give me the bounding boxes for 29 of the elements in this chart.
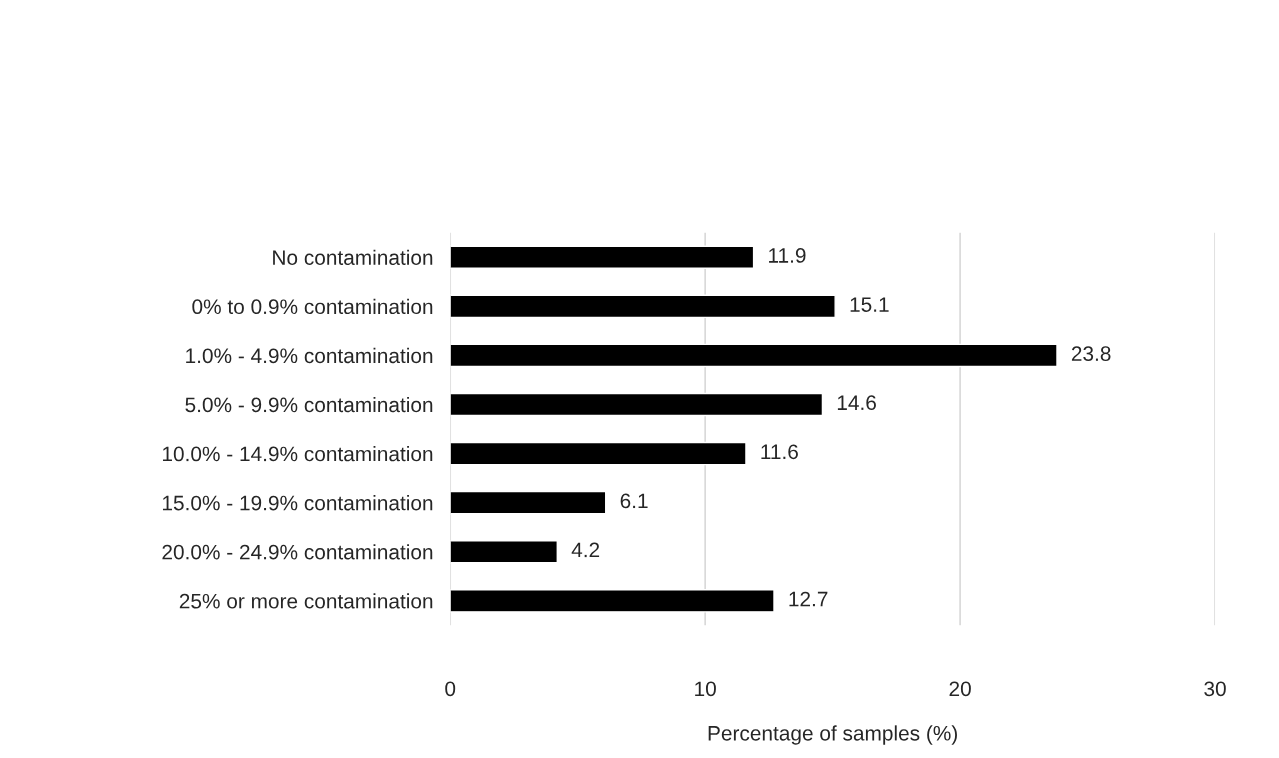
y-tick-label: 5.0% - 9.9% contamination [185, 396, 433, 413]
bar [450, 589, 775, 613]
data-label: 15.1 [850, 297, 889, 312]
data-label: 6.1 [620, 493, 648, 509]
y-tick-label: 15.0% - 19.9% contamination [162, 495, 433, 511]
bar [450, 539, 558, 564]
x-tick-label: 10 [695, 681, 716, 697]
y-tick-label: No contamination [273, 249, 433, 265]
data-label: 14.6 [837, 395, 876, 411]
y-tick-label: 1.0% - 4.9% contamination [186, 347, 433, 364]
y-tick-label: 25% or more contamination [179, 593, 433, 609]
y-tick-label: 20.0% - 24.9% contamination [162, 544, 433, 560]
x-tick-label: 20 [949, 681, 971, 697]
bar [450, 294, 836, 319]
x-tick-label: 30 [1204, 681, 1226, 697]
bar [450, 490, 607, 515]
bar [450, 343, 1058, 368]
x-tick-label: 0 [445, 681, 456, 697]
data-label: 4.2 [571, 542, 600, 558]
data-label: 11.9 [769, 248, 806, 263]
data-label: 23.8 [1071, 346, 1111, 361]
y-tick-label: 10.0% - 14.9% contamination [162, 446, 433, 462]
bar [450, 441, 747, 466]
y-tick-label: 0% to 0.9% contamination [192, 298, 433, 315]
data-label: 11.6 [761, 444, 798, 460]
bar [450, 392, 824, 417]
bar [450, 245, 755, 269]
data-label: 12.7 [789, 591, 828, 607]
x-axis-title: Percentage of samples (%) [708, 725, 957, 745]
